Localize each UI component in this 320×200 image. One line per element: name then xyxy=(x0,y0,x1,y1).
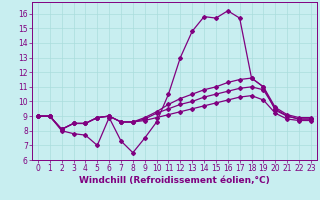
X-axis label: Windchill (Refroidissement éolien,°C): Windchill (Refroidissement éolien,°C) xyxy=(79,176,270,185)
